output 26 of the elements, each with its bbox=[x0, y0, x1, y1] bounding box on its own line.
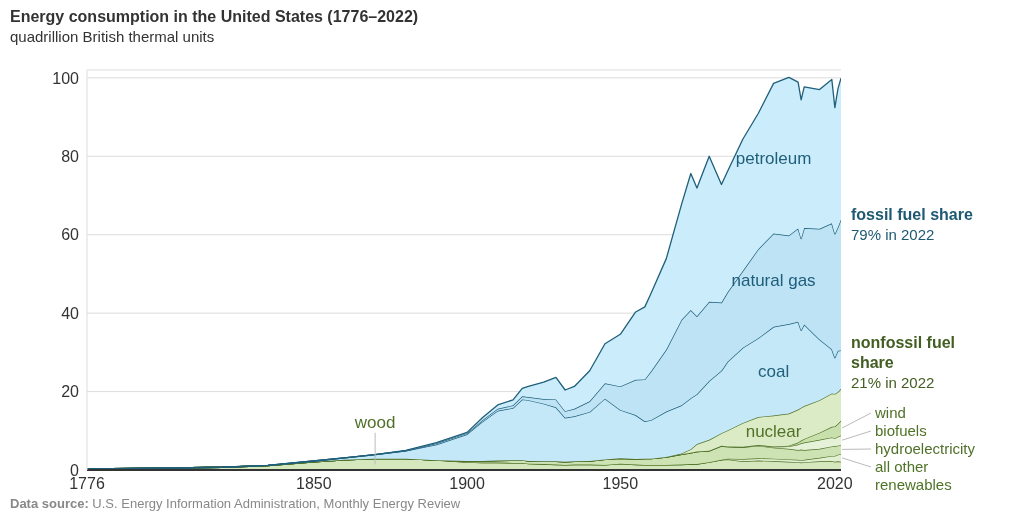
text: all other renewables bbox=[875, 458, 952, 493]
y-tick-label: 80 bbox=[61, 147, 80, 165]
x-tick-label: 1850 bbox=[296, 475, 332, 493]
y-tick-label: 60 bbox=[61, 226, 80, 244]
x-tick-label: 1950 bbox=[602, 475, 639, 493]
text: 79% in 2022 bbox=[851, 225, 936, 245]
source-note: Data source: U.S. Energy Information Administration, Monthly Energy Review bbox=[10, 496, 461, 511]
series-label: petroleum bbox=[735, 149, 812, 169]
text: wind bbox=[874, 404, 906, 421]
series-label: coal bbox=[757, 362, 790, 382]
chart-subtitle: quadrillion British thermal units bbox=[10, 28, 215, 45]
y-tick-label: 20 bbox=[61, 383, 80, 401]
x-tick-label: 2020 bbox=[817, 475, 853, 493]
text: 21% in 2022 bbox=[851, 373, 936, 393]
x-tick-label: 1900 bbox=[449, 475, 485, 493]
x-tick-label: 1776 bbox=[69, 475, 105, 493]
series-label: nuclear bbox=[745, 421, 802, 441]
series-label: wood bbox=[353, 412, 396, 432]
y-tick-label: 100 bbox=[52, 69, 80, 87]
y-tick-label: 40 bbox=[61, 304, 80, 322]
text: fossil fuel share bbox=[851, 205, 974, 225]
text: hydroelectricity bbox=[875, 440, 976, 457]
text: biofuels bbox=[875, 422, 927, 439]
text: nonfossil fuel share bbox=[851, 333, 956, 373]
chart-title: Energy consumption in the United States (1776–2022) bbox=[10, 8, 419, 26]
series-label: natural gas bbox=[731, 271, 816, 291]
